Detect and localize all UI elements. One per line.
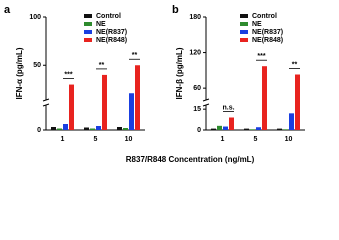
bar [123,128,128,130]
bar [96,126,101,130]
y-tick-label: 180 [189,14,201,21]
bar [90,128,95,130]
bar [84,127,89,130]
significance-label: *** [64,71,72,78]
bar [283,129,288,130]
panel-label: b [172,4,179,16]
legend-label: NE [96,21,106,28]
bar [63,124,68,130]
bar [289,113,294,130]
y-axis-title: IFN-β (pg/mL) [175,47,184,99]
legend-label: NE(R848) [252,37,283,44]
bar [229,117,234,130]
bar [102,74,107,130]
axis-break [42,98,50,102]
y-tick-label: 60 [193,85,201,92]
axis-break [202,103,210,107]
bar [57,128,62,130]
bar [51,127,56,130]
bar [217,125,222,130]
bar [129,93,134,130]
figure: R837/R848 Concentration (ng/mL) a IFN-α (… [4,4,305,164]
x-tick-label: 1 [61,136,65,143]
axis-break [42,103,50,107]
x-axis-title: R837/R848 Concentration (ng/mL) [126,155,255,164]
legend-swatch [84,38,92,42]
y-axis-title: IFN-α (pg/mL) [15,47,24,99]
bar [262,66,267,130]
bar [256,127,261,130]
bar [295,74,300,130]
significance-label: *** [257,53,265,60]
legend-swatch [240,14,248,18]
legend-label: NE [252,21,262,28]
bar [211,128,216,130]
x-tick-label: 1 [221,136,225,143]
y-tick-label: 120 [189,49,201,56]
legend-label: Control [96,13,121,20]
legend-swatch [240,30,248,34]
bar [117,127,122,130]
significance-label: ** [132,52,138,59]
significance-label: ** [99,62,105,69]
bar [69,84,74,130]
significance-label: n.s. [222,104,234,111]
legend-label: Control [252,13,277,20]
legend-swatch [240,38,248,42]
y-tick-label: 100 [29,14,41,21]
legend-swatch [84,14,92,18]
y-tick-label: 0 [37,127,41,134]
x-tick-label: 5 [254,136,258,143]
bar [250,129,255,130]
y-tick-label: 0 [197,127,201,134]
legend-swatch [84,30,92,34]
x-tick-label: 5 [94,136,98,143]
y-tick-label: 15 [193,106,201,113]
significance-label: ** [292,61,298,68]
legend-swatch [84,22,92,26]
bar [135,65,140,130]
legend-label: NE(R837) [96,29,127,36]
bar [223,126,228,130]
panel-label: a [4,4,11,16]
legend-swatch [240,22,248,26]
y-tick-label: 50 [33,62,41,69]
legend-label: NE(R848) [96,37,127,44]
bar [277,128,282,130]
x-tick-label: 10 [285,136,293,143]
axis-break [202,98,210,102]
bar [244,128,249,130]
panel: b IFN-β (pg/mL) 0 15 60 120 180 1 n.s. 5 *** 10 ** Co… [172,4,305,143]
legend-label: NE(R837) [252,29,283,36]
x-tick-label: 10 [125,136,133,143]
